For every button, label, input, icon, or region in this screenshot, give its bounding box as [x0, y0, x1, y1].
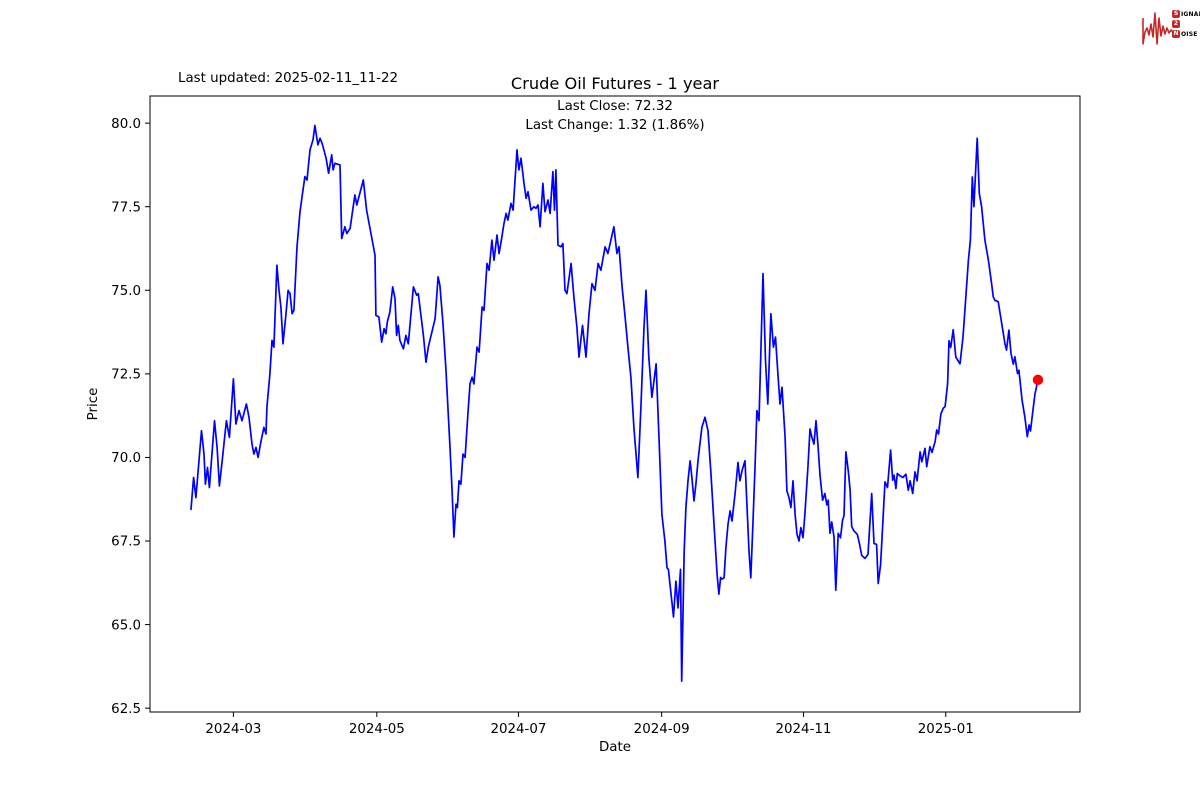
- x-tick-label-3: 2024-09: [634, 722, 690, 737]
- logo-text-noise: N OISE: [1172, 30, 1198, 38]
- last-price-marker: [1032, 374, 1044, 386]
- logo-letterbox-2: 2: [1172, 20, 1180, 28]
- logo-text: S IGNAL 2 N OISE: [1172, 10, 1200, 38]
- logo-letterbox-s: S: [1172, 10, 1180, 18]
- y-axis-label: Price: [86, 388, 101, 421]
- logo-text-2: 2: [1172, 20, 1200, 28]
- logo-letterbox-n: N: [1172, 30, 1180, 38]
- y-tick-label-4: 70.0: [111, 451, 141, 466]
- plot-area: [149, 95, 1081, 713]
- x-tick-label-1: 2024-05: [349, 722, 405, 737]
- x-axis-label: Date: [599, 740, 631, 755]
- x-tick-label-5: 2025-01: [918, 722, 974, 737]
- waveform-icon: [1142, 12, 1176, 45]
- signal2noise-logo: S IGNAL 2 N OISE: [1142, 4, 1200, 50]
- y-tick-label-6: 65.0: [111, 618, 141, 633]
- last-updated-annotation: Last updated: 2025-02-11_11-22: [178, 71, 398, 86]
- chart-subtitle-close: Last Close: 72.32: [557, 99, 673, 114]
- x-tick-label-2: 2024-07: [490, 722, 546, 737]
- x-tick-label-4: 2024-11: [775, 722, 831, 737]
- chart-subtitle-change: Last Change: 1.32 (1.86%): [525, 118, 704, 133]
- logo-text-signal: S IGNAL: [1172, 10, 1200, 18]
- y-tick-label-0: 80.0: [111, 117, 141, 132]
- price-line: [190, 124, 1039, 682]
- y-tick-label-5: 67.5: [111, 535, 141, 550]
- x-tick-label-0: 2024-03: [205, 722, 261, 737]
- y-tick-label-1: 77.5: [111, 200, 141, 215]
- chart-title: Crude Oil Futures - 1 year: [511, 74, 719, 93]
- y-tick-label-3: 72.5: [111, 368, 141, 383]
- y-tick-label-7: 62.5: [111, 702, 141, 717]
- y-tick-label-2: 75.0: [111, 284, 141, 299]
